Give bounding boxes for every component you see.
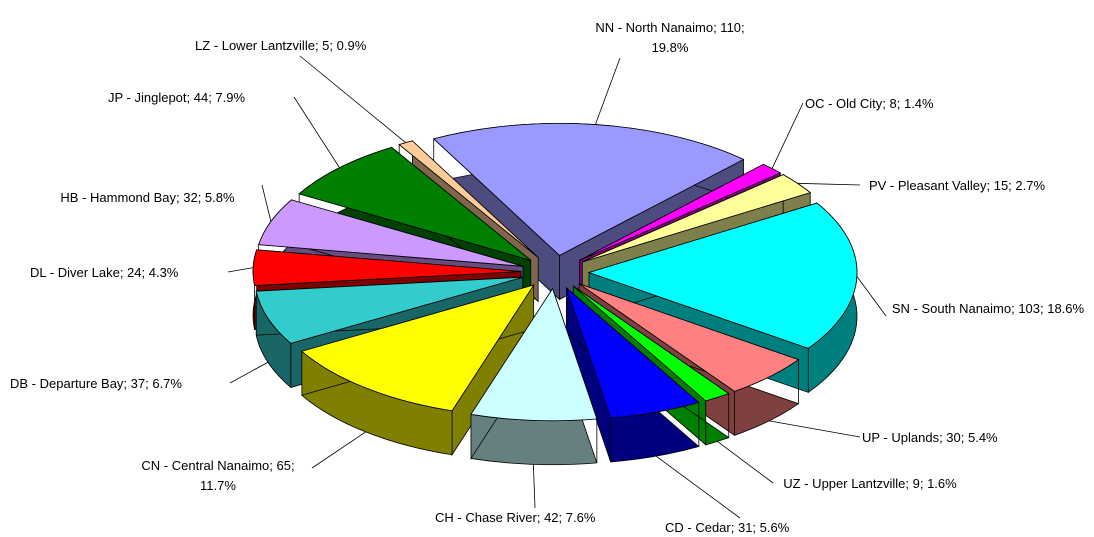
leader-line — [532, 464, 536, 509]
slice — [587, 202, 858, 349]
slice — [582, 174, 812, 263]
data-label: NN - North Nanaimo; 110; 19.8% — [595, 20, 745, 55]
data-label: CD - Cedar; 31; 5.6% — [665, 520, 790, 535]
leader-line — [311, 431, 366, 469]
data-label: UP - Uplands; 30; 5.4% — [862, 430, 998, 445]
leader-line — [655, 455, 741, 519]
data-label: PV - Pleasant Valley; 15; 2.7% — [868, 178, 1046, 193]
slice — [579, 163, 782, 261]
leader-line — [227, 267, 254, 273]
data-label: SN - South Nanaimo; 103; 18.6% — [891, 301, 1085, 316]
data-label: HB - Hammond Bay; 32; 5.8% — [60, 190, 235, 205]
leader-line — [771, 102, 804, 169]
slice — [578, 283, 800, 392]
data-label: UZ - Upper Lantzville; 9; 1.6% — [783, 476, 957, 491]
slice — [252, 249, 522, 286]
data-label: OC - Old City; 8; 1.4% — [805, 96, 934, 111]
leader-line — [856, 276, 887, 317]
leader-line — [594, 57, 621, 125]
data-label: JP - Jinglepot; 44; 7.9% — [108, 90, 246, 105]
leader-line — [229, 361, 269, 384]
data-label: CN - Central Nanaimo; 65; 11.7% — [141, 458, 295, 493]
slice — [573, 285, 730, 402]
leader-line — [299, 55, 406, 144]
slice — [432, 123, 745, 256]
leader-line — [769, 420, 861, 438]
leader-line — [797, 182, 861, 186]
slice — [301, 284, 535, 412]
leader-line — [717, 441, 774, 484]
slice — [565, 286, 700, 419]
slice — [255, 276, 523, 344]
data-label: LZ - Lower Lantzville; 5; 0.9% — [195, 38, 367, 53]
slice — [258, 199, 524, 267]
leader-line — [261, 184, 272, 222]
leader-line — [293, 96, 340, 168]
data-label: CH - Chase River; 42; 7.6% — [435, 510, 596, 525]
slice — [470, 287, 598, 422]
data-label: DL - Diver Lake; 24; 4.3% — [30, 265, 179, 280]
data-label: DB - Departure Bay; 37; 6.7% — [10, 376, 182, 391]
